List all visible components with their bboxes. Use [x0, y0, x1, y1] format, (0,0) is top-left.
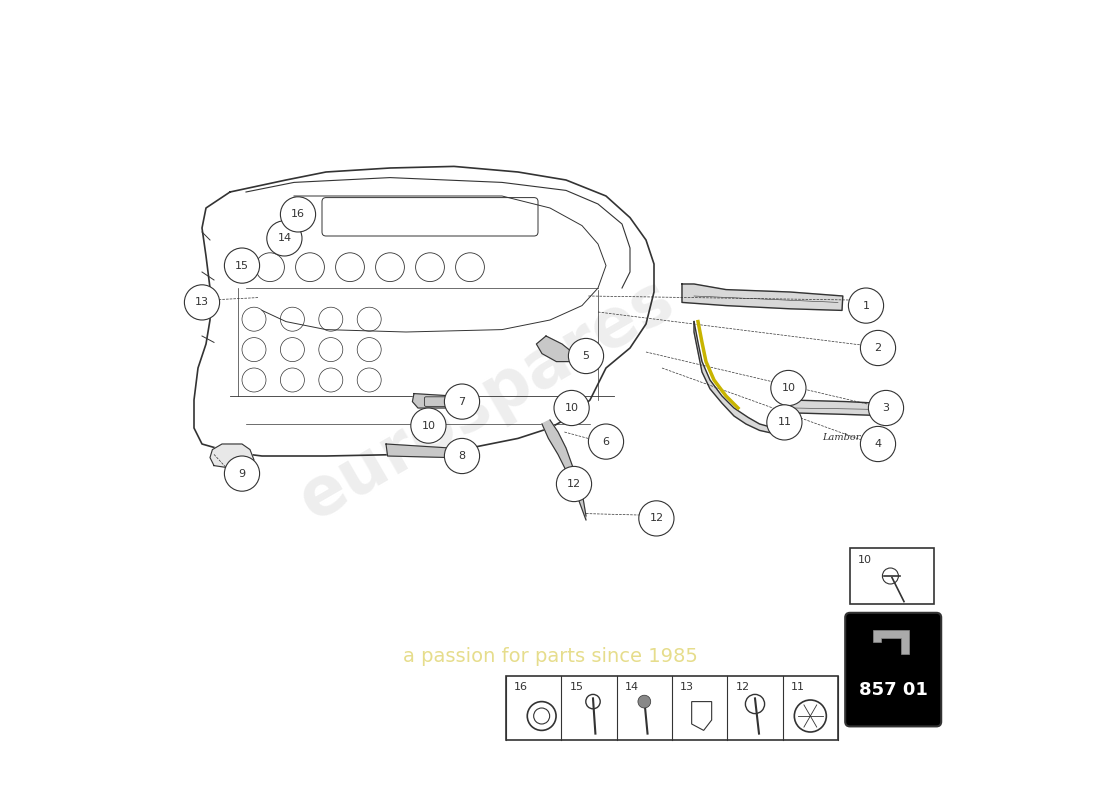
Polygon shape	[412, 394, 470, 408]
Text: 16: 16	[292, 210, 305, 219]
Circle shape	[767, 405, 802, 440]
Circle shape	[554, 390, 590, 426]
Circle shape	[771, 370, 806, 406]
Text: 3: 3	[882, 403, 890, 413]
Circle shape	[569, 338, 604, 374]
Circle shape	[557, 466, 592, 502]
Circle shape	[185, 285, 220, 320]
Circle shape	[444, 438, 480, 474]
Circle shape	[267, 221, 303, 256]
Circle shape	[848, 288, 883, 323]
Text: 14: 14	[277, 234, 292, 243]
Text: 11: 11	[778, 418, 791, 427]
Text: 16: 16	[515, 682, 528, 692]
Circle shape	[860, 330, 895, 366]
Text: 10: 10	[858, 555, 872, 565]
Text: 13: 13	[680, 682, 694, 692]
Polygon shape	[210, 444, 254, 468]
FancyBboxPatch shape	[845, 613, 942, 726]
Text: 4: 4	[874, 439, 881, 449]
Text: 12: 12	[649, 514, 663, 523]
Circle shape	[588, 424, 624, 459]
Text: 6: 6	[603, 437, 609, 446]
Text: 12: 12	[566, 479, 581, 489]
Circle shape	[860, 426, 895, 462]
Text: 15: 15	[235, 261, 249, 270]
Circle shape	[280, 197, 316, 232]
Text: 9: 9	[239, 469, 245, 478]
Polygon shape	[790, 400, 894, 416]
FancyBboxPatch shape	[506, 676, 838, 740]
Text: 14: 14	[625, 682, 639, 692]
Text: 11: 11	[791, 682, 805, 692]
Text: 7: 7	[459, 397, 465, 406]
FancyBboxPatch shape	[850, 548, 934, 604]
Text: 10: 10	[421, 421, 436, 430]
Text: 5: 5	[583, 351, 590, 361]
Text: eurospares: eurospares	[287, 266, 685, 534]
Polygon shape	[694, 322, 774, 434]
Circle shape	[639, 501, 674, 536]
Circle shape	[638, 695, 651, 708]
Text: 8: 8	[459, 451, 465, 461]
Text: Lamborghini: Lamborghini	[822, 433, 886, 442]
Text: a passion for parts since 1985: a passion for parts since 1985	[403, 646, 697, 666]
Text: 10: 10	[781, 383, 795, 393]
Polygon shape	[682, 284, 843, 310]
Circle shape	[410, 408, 446, 443]
Circle shape	[224, 456, 260, 491]
Text: 15: 15	[570, 682, 584, 692]
Polygon shape	[386, 444, 452, 458]
Circle shape	[868, 390, 903, 426]
Text: 12: 12	[736, 682, 750, 692]
Text: 2: 2	[874, 343, 881, 353]
Text: 857 01: 857 01	[859, 681, 927, 698]
Text: 13: 13	[195, 298, 209, 307]
Circle shape	[444, 384, 480, 419]
Polygon shape	[542, 420, 586, 520]
Polygon shape	[873, 630, 910, 654]
Polygon shape	[537, 336, 574, 362]
Text: 10: 10	[564, 403, 579, 413]
Text: 1: 1	[862, 301, 869, 310]
Circle shape	[224, 248, 260, 283]
